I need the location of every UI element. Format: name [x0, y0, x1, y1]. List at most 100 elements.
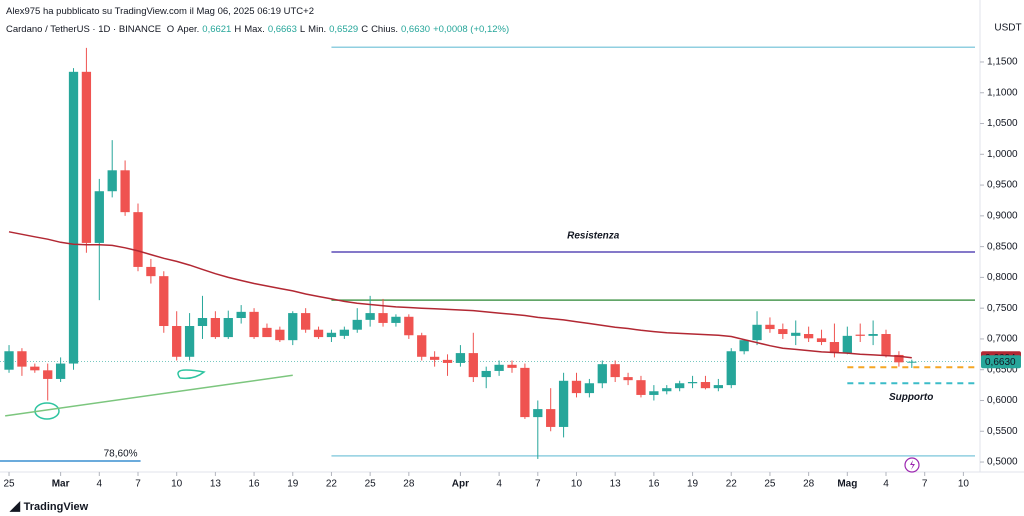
y-tick-label: 0,7500	[987, 303, 1018, 314]
x-tick-label: 13	[610, 479, 622, 490]
candle-body	[816, 338, 827, 343]
candle-body	[429, 356, 440, 360]
field-value: 0,6663	[267, 24, 297, 35]
level-label: 78,60%	[104, 449, 138, 460]
x-tick-label: 19	[287, 479, 299, 490]
candle-body	[339, 329, 349, 336]
field-key: O	[166, 24, 175, 35]
y-tick-label: 0,5000	[987, 457, 1018, 468]
field-value: 0,6630	[401, 24, 431, 35]
field-name: Chius.	[371, 24, 398, 35]
x-tick-label: 10	[171, 479, 183, 490]
candle-body	[455, 353, 466, 363]
y-tick-label: 1,0000	[987, 149, 1018, 160]
y-tick-label: 0,6000	[987, 395, 1018, 406]
event-icon[interactable]	[904, 457, 920, 473]
doodle	[177, 369, 206, 380]
candle-body	[675, 383, 685, 389]
candle-body	[752, 324, 762, 341]
published: Alex975 ha pubblicato su TradingView.com…	[6, 6, 314, 17]
x-tick-label: 13	[210, 479, 222, 490]
x-tick-label: 7	[535, 479, 541, 490]
field-value: 0,6529	[329, 24, 359, 35]
x-tick-label: 4	[496, 479, 502, 490]
y-tick-label: 1,1500	[987, 57, 1018, 68]
candle-body	[68, 71, 79, 364]
candle-body	[842, 335, 852, 354]
candle-body	[107, 170, 117, 192]
candle-body	[597, 364, 607, 384]
candle-body	[249, 311, 259, 338]
candle-body	[623, 377, 633, 381]
trendline	[5, 374, 293, 417]
y-tick-label: 0,8500	[987, 241, 1018, 252]
candle-body	[481, 370, 491, 378]
candle-body	[713, 385, 723, 389]
x-tick-label: 7	[135, 479, 141, 490]
candle-body	[571, 380, 582, 394]
candle-body	[726, 351, 736, 386]
candle-body	[236, 311, 246, 319]
candle-body	[17, 351, 27, 367]
field-name: Max.	[244, 24, 265, 35]
moving-average	[8, 231, 912, 359]
price-tag	[981, 355, 1021, 369]
field-value: 0,6621	[202, 24, 232, 35]
candle-body	[791, 332, 801, 336]
candle-body	[881, 334, 891, 355]
header: Alex975 ha pubblicato su TradingView.com…	[6, 3, 512, 39]
x-tick-label: 28	[403, 479, 415, 490]
x-tick-label: 22	[726, 479, 738, 490]
y-tick-label: 1,0500	[987, 118, 1018, 129]
candle-body	[417, 335, 427, 357]
x-tick-label: 10	[958, 479, 970, 490]
price-tag-label: 0,6630	[985, 357, 1016, 368]
candle-body	[391, 316, 401, 323]
x-tick-label: Mar	[52, 479, 70, 490]
candle-body	[288, 313, 298, 341]
symbol: Cardano / TetherUS · 1D · BINANCE	[6, 24, 162, 35]
x-tick-label: 4	[97, 479, 103, 490]
candle-body	[636, 380, 646, 395]
candle-body	[4, 351, 14, 370]
field-key: L	[299, 24, 306, 35]
candle-body	[275, 329, 285, 341]
candle-body	[700, 382, 711, 389]
x-tick-label: 19	[687, 479, 699, 490]
field-key: C	[361, 24, 369, 35]
candle-body	[494, 364, 504, 371]
candle-body	[687, 382, 698, 384]
x-tick-label: 22	[326, 479, 338, 490]
candle-body	[533, 409, 543, 418]
candle-body	[546, 409, 556, 427]
y-tick-label: 0,5500	[987, 426, 1018, 437]
candle-body	[184, 326, 195, 357]
candle-body	[210, 318, 221, 338]
candle-body	[365, 313, 375, 320]
candle-body	[197, 318, 208, 327]
candle-body	[55, 363, 66, 379]
candle-body	[30, 366, 40, 371]
candle-body	[404, 316, 414, 336]
candle-body	[378, 313, 388, 323]
candle-body	[159, 276, 169, 327]
candle-body	[739, 340, 749, 352]
x-tick-label: 25	[365, 479, 377, 490]
x-tick-label: Apr	[452, 479, 469, 490]
plot: Resistenza Supporto 78,60%	[0, 46, 975, 462]
candle-body	[313, 329, 324, 338]
candle-body	[352, 319, 362, 330]
candle-body	[442, 359, 453, 363]
x-tick-label: 10	[571, 479, 583, 490]
candle-body	[765, 324, 775, 330]
candle-body	[326, 332, 337, 338]
candle-body	[133, 212, 143, 267]
y-tick-label: 0,9000	[987, 210, 1018, 221]
candle-body	[778, 329, 788, 335]
change: +0,0008 (+0,12%)	[433, 24, 510, 35]
level-label: Resistenza	[567, 231, 620, 242]
level-label: Supporto	[889, 392, 933, 403]
candle-body	[907, 361, 917, 363]
candle-body	[803, 334, 814, 339]
